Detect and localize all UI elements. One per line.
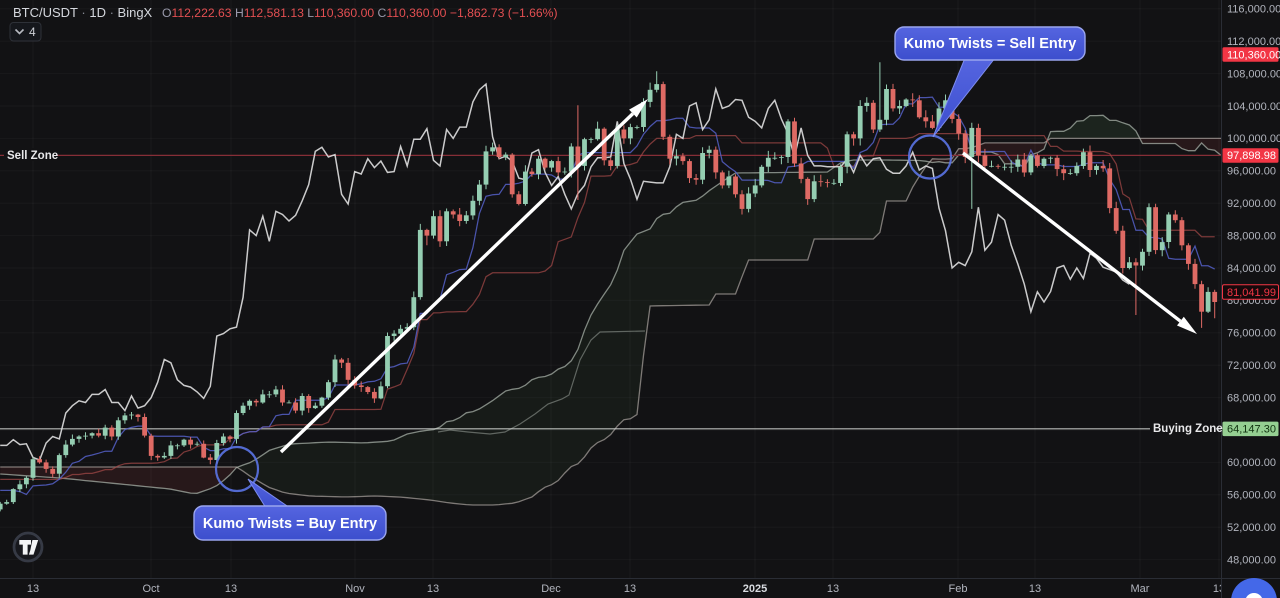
svg-text:Mar: Mar (1131, 583, 1150, 595)
svg-text:76,000.00: 76,000.00 (1227, 328, 1276, 340)
svg-text:48,000.00: 48,000.00 (1227, 554, 1276, 566)
svg-text:Kumo Twists = Sell Entry: Kumo Twists = Sell Entry (904, 36, 1077, 52)
svg-text:Sell Zone: Sell Zone (7, 150, 58, 162)
svg-text:Oct: Oct (142, 583, 159, 595)
svg-text:88,000.00: 88,000.00 (1227, 230, 1276, 242)
svg-text:Feb: Feb (949, 583, 968, 595)
svg-text:13: 13 (27, 583, 39, 595)
svg-text:92,000.00: 92,000.00 (1227, 198, 1276, 210)
svg-text:72,000.00: 72,000.00 (1227, 360, 1276, 372)
svg-text:56,000.00: 56,000.00 (1227, 490, 1276, 502)
svg-text:Nov: Nov (345, 583, 365, 595)
svg-text:13: 13 (1213, 583, 1225, 595)
svg-text:116,000.00: 116,000.00 (1227, 4, 1280, 16)
svg-text:97,898.98: 97,898.98 (1227, 150, 1276, 162)
svg-text:100,000.00: 100,000.00 (1227, 133, 1280, 145)
svg-text:112,000.00: 112,000.00 (1227, 36, 1280, 48)
svg-text:108,000.00: 108,000.00 (1227, 68, 1280, 80)
svg-text:13: 13 (427, 583, 439, 595)
svg-text:2025: 2025 (743, 583, 767, 595)
svg-text:110,360.00: 110,360.00 (1227, 49, 1280, 61)
svg-text:13: 13 (1029, 583, 1041, 595)
svg-text:Kumo Twists = Buy Entry: Kumo Twists = Buy Entry (203, 516, 377, 532)
svg-text:Buying Zone: Buying Zone (1153, 423, 1223, 435)
svg-text:52,000.00: 52,000.00 (1227, 522, 1276, 534)
svg-text:13: 13 (225, 583, 237, 595)
svg-text:68,000.00: 68,000.00 (1227, 392, 1276, 404)
svg-text:13: 13 (827, 583, 839, 595)
svg-text:81,041.99: 81,041.99 (1227, 287, 1276, 299)
svg-text:4: 4 (29, 25, 36, 39)
svg-text:64,147.30: 64,147.30 (1227, 424, 1276, 436)
svg-text:84,000.00: 84,000.00 (1227, 263, 1276, 275)
svg-text:60,000.00: 60,000.00 (1227, 457, 1276, 469)
svg-text:13: 13 (624, 583, 636, 595)
svg-text:104,000.00: 104,000.00 (1227, 101, 1280, 113)
svg-text:Dec: Dec (541, 583, 561, 595)
svg-text:BTC/USDT · 1D · BingX: BTC/USDT · 1D · BingX (13, 5, 153, 20)
svg-text:96,000.00: 96,000.00 (1227, 166, 1276, 178)
svg-text:O112,222.63 H112,581.13 L110,3: O112,222.63 H112,581.13 L110,360.00 C110… (162, 6, 558, 20)
